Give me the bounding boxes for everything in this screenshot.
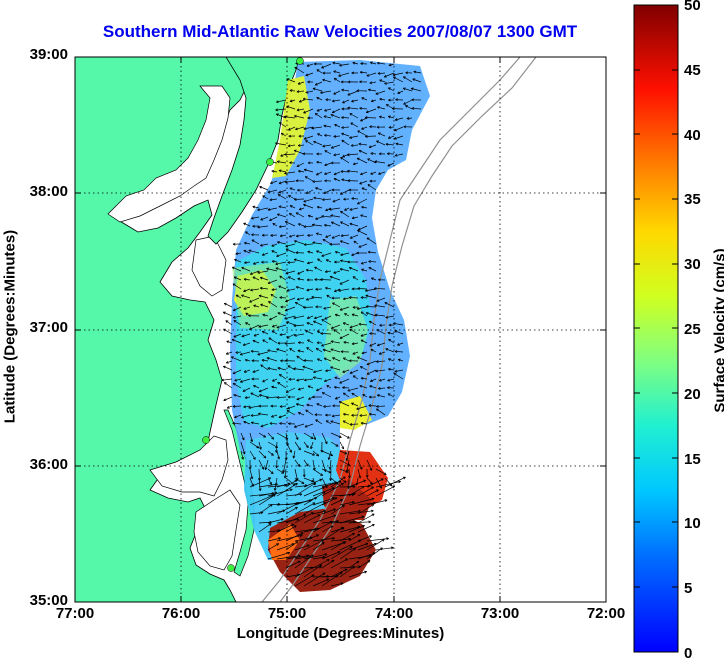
velocity-arrowhead bbox=[362, 353, 364, 354]
velocity-arrowhead bbox=[243, 457, 244, 460]
velocity-arrowhead bbox=[321, 346, 324, 347]
velocity-arrowhead bbox=[313, 372, 316, 373]
velocity-arrowhead bbox=[277, 328, 279, 329]
velocity-arrowhead bbox=[371, 101, 374, 102]
velocity-arrowhead bbox=[287, 483, 289, 484]
velocity-arrow bbox=[365, 136, 376, 137]
velocity-arrowhead bbox=[358, 526, 361, 527]
velocity-arrowhead bbox=[290, 489, 293, 490]
velocity-arrowhead bbox=[372, 498, 375, 499]
radar-station-marker bbox=[228, 565, 235, 572]
velocity-arrow bbox=[365, 118, 376, 119]
velocity-arrowhead bbox=[240, 382, 242, 383]
radar-station-marker bbox=[267, 159, 274, 166]
velocity-arrowhead bbox=[235, 381, 238, 382]
velocity-arrowhead bbox=[307, 263, 309, 264]
velocity-arrowhead bbox=[306, 300, 309, 301]
colorbar bbox=[634, 5, 678, 652]
radar-station-marker bbox=[297, 58, 304, 65]
velocity-arrow bbox=[320, 280, 331, 281]
velocity-arrow bbox=[358, 289, 367, 290]
velocity-arrowhead bbox=[324, 111, 327, 112]
velocity-arrowhead bbox=[348, 391, 350, 392]
velocity-arrowhead bbox=[353, 164, 355, 165]
velocity-arrowhead bbox=[242, 337, 245, 338]
velocity-arrowhead bbox=[388, 381, 390, 382]
velocity-arrowhead bbox=[362, 516, 364, 517]
velocity-arrowhead bbox=[279, 457, 280, 459]
velocity-arrowhead bbox=[240, 355, 243, 356]
velocity-arrowhead bbox=[361, 264, 364, 265]
velocity-arrowhead bbox=[295, 129, 297, 130]
velocity-arrow bbox=[294, 199, 304, 200]
velocity-arrow bbox=[303, 307, 313, 308]
velocity-arrowhead bbox=[304, 202, 307, 203]
velocity-arrowhead bbox=[261, 447, 262, 449]
radar-station-marker bbox=[203, 437, 210, 444]
velocity-arrowhead bbox=[298, 390, 300, 391]
